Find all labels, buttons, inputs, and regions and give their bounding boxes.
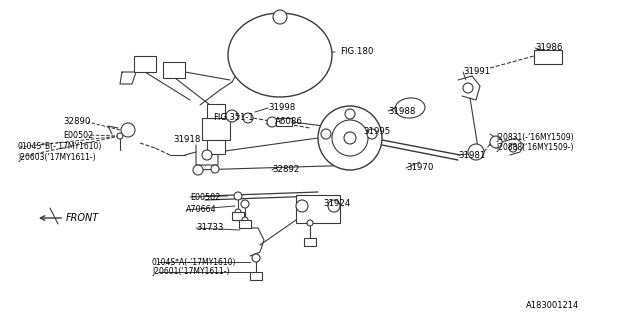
Circle shape xyxy=(226,110,238,122)
Circle shape xyxy=(252,254,260,262)
Bar xyxy=(134,56,156,72)
Circle shape xyxy=(509,144,517,152)
Bar xyxy=(202,118,230,140)
Bar xyxy=(296,195,340,223)
Bar xyxy=(239,220,251,228)
Bar xyxy=(250,272,262,280)
Bar xyxy=(304,238,316,246)
Bar xyxy=(163,62,185,78)
Circle shape xyxy=(328,200,340,212)
Text: J20831(-’16MY1509): J20831(-’16MY1509) xyxy=(496,133,573,142)
Text: FIG.351-1: FIG.351-1 xyxy=(213,114,253,123)
Circle shape xyxy=(121,123,135,137)
Circle shape xyxy=(242,217,248,223)
Text: J20888(‘16MY1509-): J20888(‘16MY1509-) xyxy=(496,143,573,153)
Bar xyxy=(207,104,225,118)
Text: 31991: 31991 xyxy=(463,68,490,76)
Circle shape xyxy=(332,120,368,156)
Circle shape xyxy=(307,220,313,226)
Text: 31998: 31998 xyxy=(268,103,295,113)
Circle shape xyxy=(193,165,203,175)
Circle shape xyxy=(202,150,212,160)
Circle shape xyxy=(468,144,484,160)
Text: A70664: A70664 xyxy=(186,205,216,214)
Text: FIG.180: FIG.180 xyxy=(340,47,373,57)
Ellipse shape xyxy=(228,13,332,97)
Circle shape xyxy=(344,132,356,144)
Circle shape xyxy=(273,10,287,24)
Circle shape xyxy=(117,133,123,139)
Text: 0104S*B(-’17MY1610): 0104S*B(-’17MY1610) xyxy=(18,142,102,151)
Text: 0104S*A(-’17MY1610): 0104S*A(-’17MY1610) xyxy=(152,258,237,267)
Text: 31918: 31918 xyxy=(173,135,200,145)
Text: 31970: 31970 xyxy=(406,164,433,172)
Bar xyxy=(232,212,244,220)
Text: 31986: 31986 xyxy=(535,44,563,52)
Text: 31988: 31988 xyxy=(388,107,415,116)
Text: 32890: 32890 xyxy=(63,117,90,126)
Text: 31981: 31981 xyxy=(458,150,485,159)
Bar xyxy=(207,140,225,154)
Text: J20603(‘17MY1611-): J20603(‘17MY1611-) xyxy=(18,153,95,162)
Text: E00502: E00502 xyxy=(63,131,93,140)
Bar xyxy=(276,118,292,126)
Text: 31733: 31733 xyxy=(196,223,223,233)
Circle shape xyxy=(296,200,308,212)
Circle shape xyxy=(241,200,249,208)
Ellipse shape xyxy=(395,98,425,118)
Circle shape xyxy=(234,192,242,200)
Circle shape xyxy=(318,106,382,170)
Text: 31924: 31924 xyxy=(323,198,350,207)
Text: 31995: 31995 xyxy=(363,126,390,135)
Circle shape xyxy=(490,136,502,148)
Text: J20601(‘17MY1611-): J20601(‘17MY1611-) xyxy=(152,268,230,276)
Text: A183001214: A183001214 xyxy=(526,300,579,309)
Text: 32892: 32892 xyxy=(272,165,300,174)
Circle shape xyxy=(243,113,253,123)
Circle shape xyxy=(463,83,473,93)
Text: A6086: A6086 xyxy=(275,116,303,125)
Circle shape xyxy=(267,117,277,127)
Circle shape xyxy=(211,165,219,173)
Bar xyxy=(534,50,562,64)
Circle shape xyxy=(321,129,331,139)
Text: E00502: E00502 xyxy=(190,193,220,202)
Circle shape xyxy=(367,129,377,139)
Text: FRONT: FRONT xyxy=(66,213,99,223)
Circle shape xyxy=(345,109,355,119)
Circle shape xyxy=(235,209,241,215)
